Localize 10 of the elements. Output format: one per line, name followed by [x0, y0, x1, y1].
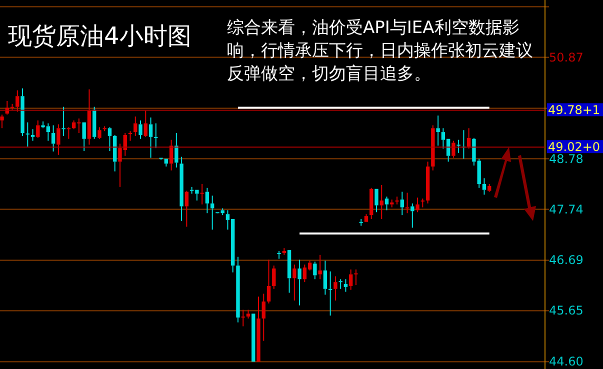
y-tick-label: 44.60 — [549, 354, 584, 369]
text: 现货原油4小时图 — [8, 21, 192, 52]
y-tick-label: 50.87 — [549, 50, 584, 64]
ref-line-label: 49.78+1 — [548, 103, 600, 118]
annotation: 综合来看，油价受API与IEA利空数据影响，行情承压下行，日内操作张初云建议反弹做空，切勿盲目追多。 — [227, 17, 534, 86]
y-tick-label: 46.69 — [549, 253, 584, 268]
y-tick-label: 45.65 — [549, 304, 584, 318]
ref-line-label: 49.02+0 — [548, 140, 600, 154]
y-tick-label: 48.78 — [549, 152, 584, 166]
y-tick-label: 47.74 — [549, 202, 584, 216]
